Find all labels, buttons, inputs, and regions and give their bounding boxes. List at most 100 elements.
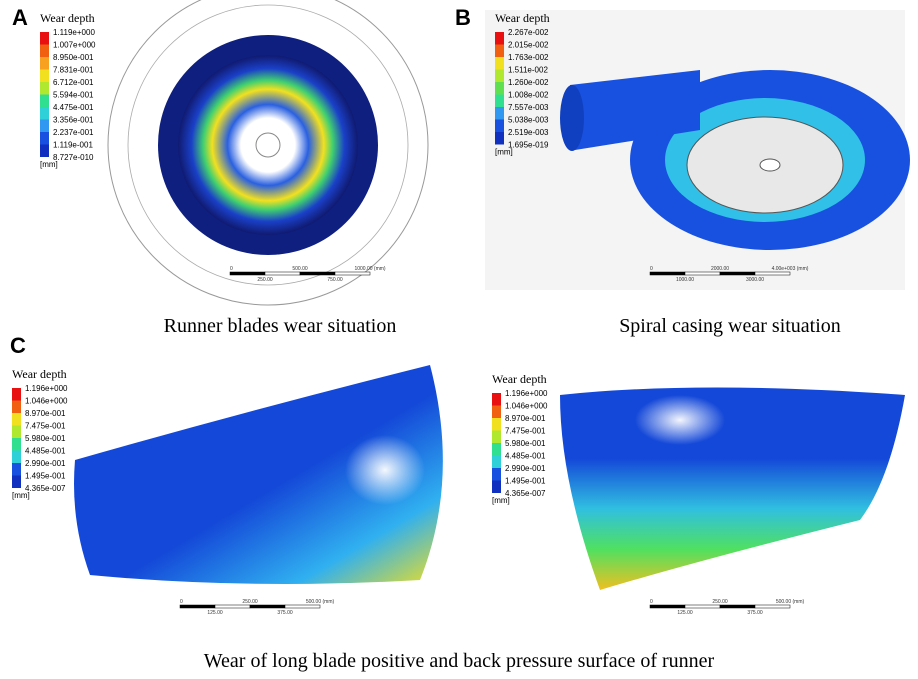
colorbar-segment — [495, 45, 504, 58]
scale-bar-label: 0 — [180, 599, 183, 605]
casing-render — [485, 10, 910, 290]
legend-value: 4.485e-001 — [505, 452, 546, 461]
colorbar-segment — [40, 70, 49, 83]
legend-value: 1.763e-002 — [508, 53, 549, 62]
colorbar-segment — [492, 431, 501, 444]
legend-value: 5.980e-001 — [505, 439, 546, 448]
legend-value: 1.196e+000 — [505, 389, 548, 398]
colorbar-segment — [495, 70, 504, 83]
colorbar-segment — [40, 57, 49, 70]
colorbar-segment — [495, 107, 504, 120]
scale-bar-label: 500.00 — [292, 266, 308, 272]
legend-value: 1.495e-001 — [25, 472, 66, 481]
legend-value: 4.485e-001 — [25, 447, 66, 456]
legend-value: 2.519e-003 — [508, 128, 549, 137]
scale-bar-segment — [685, 605, 720, 608]
scale-bar-label: 4.00e+003 (mm) — [772, 266, 809, 272]
colorbar-segment — [495, 120, 504, 133]
scale-bar-segment — [285, 605, 320, 608]
legend-value: 1.007e+000 — [53, 41, 96, 50]
legend-value: 8.970e-001 — [505, 414, 546, 423]
legend-title: Wear depth — [492, 372, 547, 386]
colorbar-segment — [40, 132, 49, 145]
colorbar-segment — [40, 45, 49, 58]
scale-bar-label: 0 — [230, 266, 233, 272]
colorbar-segment — [12, 413, 21, 426]
legend-value: 1.511e-002 — [508, 66, 548, 75]
scale-bar-segment — [685, 272, 720, 275]
scale-bar-segment — [230, 272, 265, 275]
scale-bar-segment — [300, 272, 335, 275]
colorbar-segment — [492, 406, 501, 419]
colorbar-segment — [495, 82, 504, 95]
colorbar-segment — [12, 438, 21, 451]
colorbar-segment — [12, 476, 21, 489]
scale-bar-label: 375.00 — [747, 610, 763, 616]
colorbar-segment — [40, 95, 49, 108]
runner-render — [108, 0, 428, 305]
colorbar-segment — [40, 120, 49, 133]
colorbar-segment — [40, 145, 49, 158]
legend-title: Wear depth — [12, 367, 67, 381]
scale-bar-segment — [720, 605, 755, 608]
legend-value: 2.237e-001 — [53, 128, 94, 137]
legend-value: 5.038e-003 — [508, 116, 549, 125]
scale-bar-segment — [250, 605, 285, 608]
legend-value: 8.970e-001 — [25, 409, 66, 418]
legend-value: 7.557e-003 — [508, 103, 549, 112]
colorbar-segment — [12, 451, 21, 464]
legend-value: 4.475e-001 — [53, 103, 94, 112]
legend-value: 4.365e-007 — [25, 484, 66, 493]
legend-value: 2.990e-001 — [505, 464, 546, 473]
colorbar-segment — [495, 132, 504, 145]
scale-bar-label: 2000.00 — [711, 266, 729, 272]
scale-bar-segment — [650, 605, 685, 608]
legend-value: 5.594e-001 — [53, 91, 94, 100]
colorbar-segment — [495, 57, 504, 70]
scale-bar-segment — [335, 272, 370, 275]
legend-value: 5.980e-001 — [25, 434, 66, 443]
blade-back-render — [560, 388, 905, 591]
scale-bar-label: 250.00 — [242, 599, 258, 605]
legend-value: 1.046e+000 — [25, 397, 68, 406]
legend-value: 1.119e+000 — [53, 28, 95, 37]
legend-title: Wear depth — [495, 11, 550, 25]
scale-bar-segment — [215, 605, 250, 608]
figure: A Runner blades wear situation Wear depth 1… — [0, 0, 918, 679]
scale-bar-label: 125.00 — [677, 610, 693, 616]
scale-bar-label: 125.00 — [207, 610, 223, 616]
panel-label: A — [12, 5, 28, 30]
scale-bar-label: 500.00 (mm) — [306, 599, 335, 605]
colorbar-segment — [492, 443, 501, 456]
colorbar-segment — [492, 481, 501, 494]
scale-bar-label: 250.00 — [712, 599, 728, 605]
scale-bar-segment — [755, 605, 790, 608]
legend-value: 2.990e-001 — [25, 459, 66, 468]
legend-unit: [mm] — [492, 496, 510, 505]
scale-bar-segment — [180, 605, 215, 608]
colorbar-segment — [492, 418, 501, 431]
legend-value: 1.196e+000 — [25, 384, 68, 393]
legend-unit: [mm] — [495, 148, 513, 157]
scale-bar-label: 750.00 — [327, 277, 343, 283]
panel-caption: Runner blades wear situation — [164, 315, 397, 337]
legend-value: 8.727e-010 — [53, 153, 94, 162]
colorbar-segment — [12, 401, 21, 414]
legend-value: 4.365e-007 — [505, 489, 546, 498]
scale-bar-label: 1000.00 (mm) — [354, 266, 385, 272]
legend-unit: [mm] — [12, 491, 30, 500]
scale-bar-segment — [720, 272, 755, 275]
panel-caption: Spiral casing wear situation — [619, 315, 841, 337]
scale-bar-label: 1000.00 — [676, 277, 694, 283]
colorbar-segment — [40, 107, 49, 120]
legend-value: 1.046e+000 — [505, 402, 548, 411]
legend-value: 3.356e-001 — [53, 116, 94, 125]
legend-unit: [mm] — [40, 160, 58, 169]
legend-value: 7.475e-001 — [25, 422, 66, 431]
colorbar-segment — [492, 393, 501, 406]
legend-value: 6.712e-001 — [53, 78, 94, 87]
scale-bar-label: 3000.00 — [746, 277, 764, 283]
legend-value: 2.015e-002 — [508, 41, 549, 50]
scale-bar-segment — [755, 272, 790, 275]
legend-value: 1.008e-002 — [508, 91, 549, 100]
